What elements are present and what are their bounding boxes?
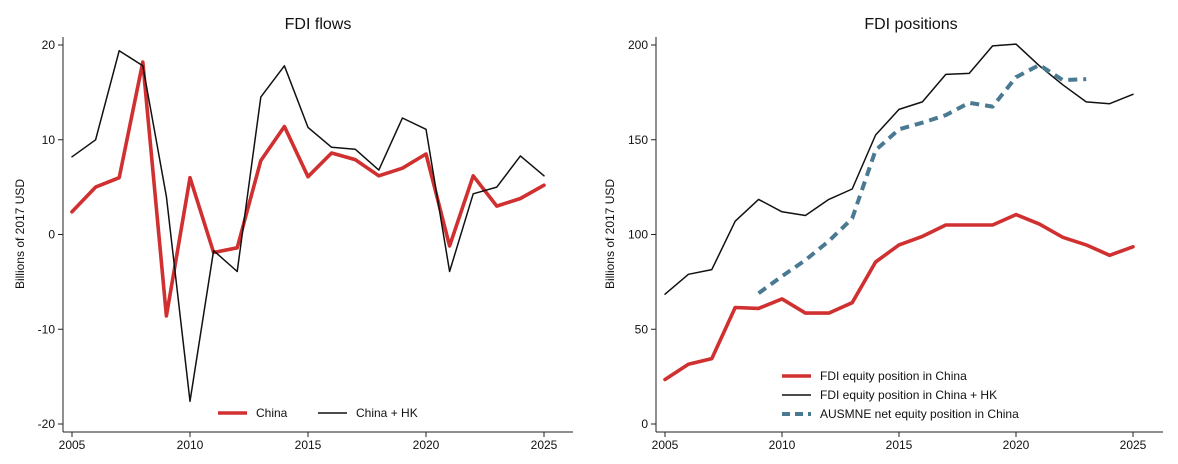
legend-label-0: China [256,406,288,420]
series-line-0 [663,212,1135,382]
fdi-flows-panel: FDI flows Billions of 2017 USD -20 -10 0 10… [13,16,573,452]
series-line-1 [664,43,1134,295]
y-tick-label: 10 [42,133,56,147]
fdi-flows-lines [70,49,546,403]
legend-label-0: FDI equity position in China [820,369,967,383]
fdi-positions-y-axis-label: Billions of 2017 USD [603,179,617,289]
x-tick-label: 2020 [413,438,440,452]
x-tick-label: 2020 [1003,438,1030,452]
y-tick-label: -20 [38,417,56,431]
legend-label-2: AUSMNE net equity position in China [820,407,1019,421]
y-tick-label: 20 [42,38,56,52]
fdi-positions-legend: FDI equity position in China FDI equity p… [782,369,1019,421]
fdi-flows-axes: -20 -10 0 10 20 2005 2010 2015 2020 2025 [38,37,573,452]
y-tick-label: -10 [38,322,56,336]
fdi-flows-title: FDI flows [285,16,352,33]
y-tick-label: 0 [48,228,55,242]
series-line-0 [70,60,546,318]
x-tick-label: 2015 [295,438,322,452]
x-tick-label: 2005 [59,438,86,452]
y-tick-label: 50 [635,322,649,336]
x-tick-label: 2005 [652,438,679,452]
x-tick-label: 2025 [531,438,558,452]
series-line-1 [71,49,545,403]
y-tick-label: 100 [628,228,648,242]
fdi-positions-axes: 0 50 100 150 200 2005 2010 2015 2020 2025 [628,37,1163,452]
x-tick-label: 2015 [886,438,913,452]
fdi-positions-lines [663,43,1135,382]
series-line-2 [757,62,1087,295]
y-tick-label: 200 [628,38,648,52]
x-tick-label: 2010 [177,438,204,452]
y-tick-label: 0 [641,417,648,431]
legend-label-1: FDI equity position in China + HK [820,388,997,402]
y-tick-label: 150 [628,133,648,147]
legend-label-1: China + HK [356,406,418,420]
fdi-positions-title: FDI positions [864,16,957,33]
x-tick-label: 2010 [769,438,796,452]
fdi-positions-panel: FDI positions Billions of 2017 USD 0 50 10… [603,16,1163,452]
x-tick-label: 2025 [1120,438,1147,452]
fdi-flows-legend: China China + HK [218,406,418,420]
fdi-flows-y-axis-label: Billions of 2017 USD [13,179,27,289]
